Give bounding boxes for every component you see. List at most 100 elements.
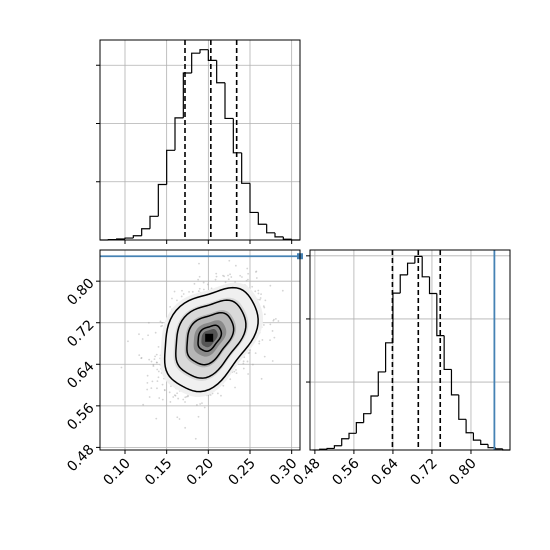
scatter-point [148,358,151,361]
scatter-point [247,272,250,275]
scatter-point [154,355,157,358]
2d-frame [99,249,301,451]
contour-line-1 [175,299,247,379]
scatter-point [161,324,164,327]
scatter-point [224,281,227,284]
scatter-point [176,392,179,395]
scatter-point [234,386,236,389]
scatter-point [246,360,249,363]
right-hist-frame [309,249,511,451]
right-hist-xtick-label-3: 0.72 [407,456,440,489]
scatter-point [234,264,237,267]
top-hist-bin-14 [216,60,225,84]
scatter-point [160,325,162,328]
scatter-point [146,374,149,377]
scatter-point [184,401,186,403]
right-hist-bin-11 [392,292,401,343]
right-hist-xtick-label-1: 0.56 [329,455,362,488]
scatter-point [223,275,226,278]
scatter-point [197,278,200,281]
scatter-point [142,403,145,406]
scatter-point [209,394,212,396]
scatter-point [214,278,217,281]
scatter-point [251,363,254,366]
scatter-point [259,298,261,301]
scatter-point [202,281,205,284]
scatter-point [259,297,262,299]
right-hist-bin-4 [341,438,350,446]
scatter-point [229,378,232,381]
top-hist-bin-10 [182,72,192,118]
scatter-point [176,299,178,302]
scatter-point [257,292,260,295]
top-hist-bin-5 [141,228,150,236]
scatter-point [191,290,194,293]
contour-line-0 [163,286,259,393]
2d-marks [100,255,300,440]
scatter-point [242,360,245,363]
scatter-point [120,366,123,369]
right-hist-xtick-label-2: 0.64 [368,455,401,488]
2d-ytick-label-4: 0.80 [64,276,97,309]
right-hist-xtick-label-4: 0.80 [446,456,479,489]
right-hist-bin-12 [399,274,408,294]
frames-layer [96,39,511,454]
scatter-point [147,321,150,324]
top-hist-bin-21 [274,232,284,238]
top-hist-bin-16 [232,118,242,154]
right-hist-bin-23 [480,440,489,445]
scatter-point [157,376,160,379]
scatter-point [197,290,200,293]
top-hist-bin-20 [266,224,275,234]
scatter-point [171,297,173,300]
scatter-point [255,271,257,273]
scatter-point [159,320,162,323]
scatter-point [156,368,159,371]
scatter-point [150,387,153,390]
right-hist-bin-9 [377,371,386,397]
contour-line-3 [197,324,223,353]
scatter-point [216,392,219,395]
scatter-point [241,276,243,278]
top-hist-bin-2 [116,238,125,240]
scatter-point [181,289,183,292]
top-hist-bin-11 [191,52,200,74]
top-hist-bin-3 [124,237,134,240]
scatter-point [239,274,242,277]
scatter-point [151,380,154,383]
scatter-point [245,279,248,282]
right-hist-bin-2 [326,447,335,450]
top-hist-bin-13 [207,49,217,61]
scatter-point [269,323,272,326]
2d-xtick-label-3: 0.25 [225,456,258,489]
scatter-point [177,397,180,400]
scatter-point [161,321,164,324]
scatter-point [260,293,262,295]
top-hist-bin-6 [149,215,159,229]
contour-line-2 [186,311,235,366]
scatter-point [251,285,254,288]
scatter-point [235,369,237,371]
scatter-point [127,340,129,343]
scatter-point [187,395,189,398]
scatter-point [258,342,261,345]
scatter-point [173,394,176,397]
scatter-point [220,394,222,397]
top-hist-bin-19 [257,212,267,225]
scatter-point [255,270,258,273]
scatter-point [262,324,265,326]
scatter-point [172,396,175,398]
scatter-point [140,357,143,360]
scatter-point [222,384,225,387]
marks-layer [100,40,510,451]
scatter-point [281,289,284,292]
2d-xtick-label-0: 0.10 [100,456,133,489]
right-hist-bin-16 [428,276,437,295]
scatter-point [155,361,158,364]
scatter-point [152,363,155,366]
scatter-point [242,367,245,370]
2d-ytick-label-1: 0.56 [64,400,97,433]
top-hist-bin-4 [132,235,142,239]
scatter-point [262,305,265,308]
scatter-point [197,415,200,418]
